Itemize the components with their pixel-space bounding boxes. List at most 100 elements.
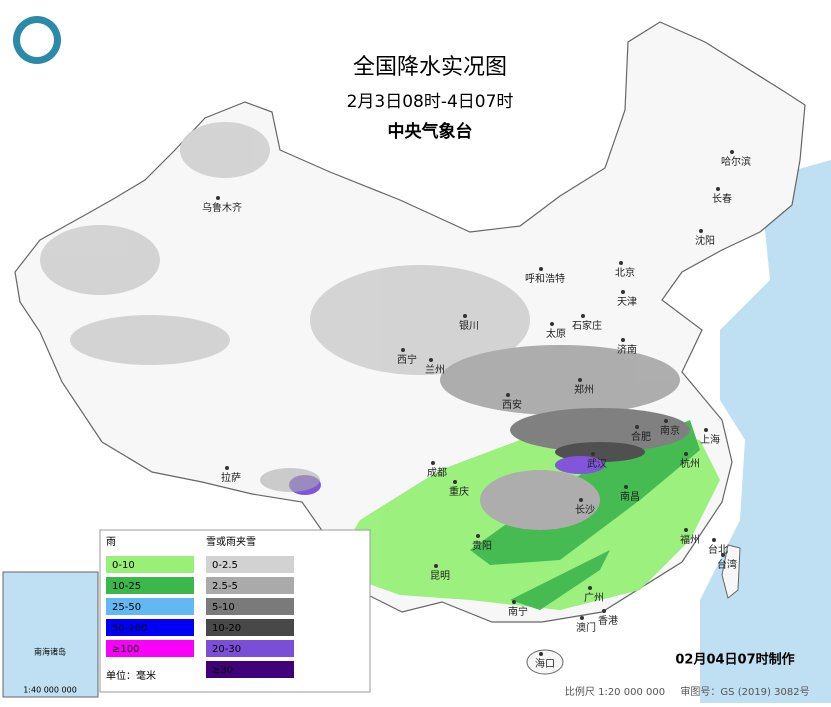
city-dot — [619, 261, 623, 265]
approval: 审图号：GS (2019) 3082号 — [680, 685, 809, 698]
city-dot — [476, 534, 480, 538]
city-label: 海口 — [535, 657, 555, 670]
city-label: 西安 — [502, 398, 522, 411]
city-label: 杭州 — [680, 457, 700, 470]
city-label: 呼和浩特 — [525, 273, 565, 285]
city-label: 济南 — [617, 343, 637, 356]
city-dot — [730, 150, 734, 154]
city-label: 沈阳 — [695, 234, 715, 247]
city-dot — [591, 452, 595, 456]
legend-swatch — [106, 556, 194, 573]
city-label: 哈尔滨 — [721, 155, 751, 168]
city-label: 西宁 — [397, 353, 417, 366]
city-dot — [506, 393, 510, 397]
city-label: 南京 — [660, 424, 680, 437]
city-dot — [539, 652, 543, 656]
hainan — [526, 649, 564, 675]
city-label: 拉萨 — [221, 471, 241, 484]
legend-swatch — [106, 598, 194, 615]
city-dot — [721, 553, 725, 557]
inset — [2, 571, 99, 698]
city-dot — [716, 187, 720, 191]
city-dot — [578, 378, 582, 382]
legend-label: ≥30 — [212, 665, 233, 676]
legend-label: 5-10 — [212, 602, 235, 613]
inset-scale: 1:40 000 000 — [23, 686, 77, 695]
inset-title: 南海诸岛 — [34, 647, 66, 657]
legend-title: 雪或雨夹雪 — [206, 535, 256, 548]
legend-swatch — [206, 661, 294, 678]
legend-label: 0-10 — [112, 560, 135, 571]
city-dot — [431, 461, 435, 465]
legend-label: 10-25 — [112, 581, 141, 592]
city-dot — [453, 480, 457, 484]
city-label: 南宁 — [508, 605, 528, 618]
city-dot — [621, 338, 625, 342]
city-label: 银川 — [459, 319, 479, 332]
legend-swatch — [106, 640, 194, 657]
made-time: 02月04日07时制作 — [675, 652, 794, 668]
city-dot — [635, 425, 639, 429]
legend-label: 10-20 — [212, 623, 241, 634]
city-label: 长春 — [712, 193, 732, 205]
city-label: 成都 — [427, 467, 447, 479]
legend-label: 20-30 — [212, 644, 241, 655]
legend-swatch — [106, 619, 194, 636]
city-dot — [539, 267, 543, 271]
city-dot — [581, 314, 585, 318]
city-label: 澳门 — [576, 621, 596, 634]
logo-inner — [20, 23, 54, 57]
city-dot — [664, 419, 668, 423]
legend-label: 25-50 — [112, 602, 141, 613]
city-label: 广州 — [584, 592, 604, 604]
city-dot — [401, 348, 405, 352]
title: 全国降水实况图 — [353, 55, 507, 80]
city-label: 台湾 — [717, 558, 737, 571]
city-dot — [602, 609, 606, 613]
legend-swatch — [106, 577, 194, 594]
city-label: 贵阳 — [472, 539, 492, 552]
legend: 雨 0-10 10-25 25-50 50-100 ≥100 雪或雨夹雪 0-2.5 2.5-5… — [106, 535, 294, 678]
city-dot — [550, 322, 554, 326]
city-label: 福州 — [680, 533, 700, 546]
city-label: 兰州 — [425, 363, 445, 376]
city-label: 乌鲁木齐 — [202, 201, 242, 214]
city-dot — [580, 616, 584, 620]
city-dot — [621, 290, 625, 294]
legend-label: 2.5-5 — [212, 581, 238, 592]
city-label: 武汉 — [587, 457, 607, 470]
agency: 中央气象台 — [388, 121, 473, 142]
city-dot — [434, 564, 438, 568]
legend-title: 雨 — [106, 537, 116, 548]
city-dot — [588, 586, 592, 590]
city-dot — [684, 528, 688, 532]
city-dot — [712, 538, 716, 542]
city-label: 太原 — [546, 327, 566, 340]
city-dot — [429, 358, 433, 362]
city-dot — [624, 485, 628, 489]
city-label: 南昌 — [620, 490, 640, 503]
city-dot — [579, 498, 583, 502]
city-label: 昆明 — [430, 570, 450, 582]
city-label: 香港 — [598, 615, 618, 627]
city-dot — [699, 229, 703, 233]
city-label: 石家庄 — [572, 319, 602, 332]
city-label: 合肥 — [631, 430, 651, 443]
city-dot — [463, 314, 467, 318]
legend-swatch — [206, 598, 294, 615]
scale: 比例尺 1:20 000 000 — [565, 685, 665, 698]
precipitation — [40, 122, 720, 610]
city-label: 上海 — [700, 433, 720, 446]
legend-swatch — [206, 619, 294, 636]
city-label: 郑州 — [574, 383, 594, 396]
city-dot — [704, 428, 708, 432]
city-label: 天津 — [617, 296, 637, 308]
legend-swatch — [206, 577, 294, 594]
legend-label: 50-100 — [112, 623, 147, 634]
legend-label: ≥100 — [112, 644, 139, 655]
legend-swatch — [206, 640, 294, 657]
city-dot — [225, 466, 229, 470]
taiwan — [721, 544, 741, 599]
